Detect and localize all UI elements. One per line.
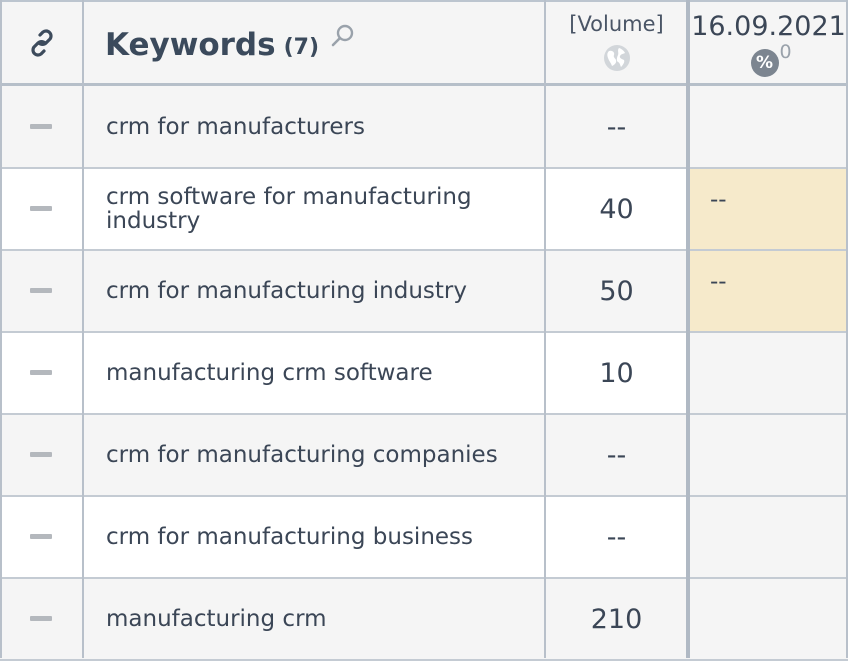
- percent-badge: % 0: [739, 41, 799, 77]
- keywords-title: Keywords: [105, 27, 276, 63]
- date-label: 16.09.2021: [691, 11, 846, 42]
- keyword-cell: manufacturing crm software: [106, 360, 433, 386]
- position-cell: [690, 497, 848, 577]
- table-row[interactable]: crm for manufacturing business --: [0, 497, 848, 579]
- volume-column-header[interactable]: [Volume]: [545, 2, 688, 88]
- keyword-cell: crm for manufacturing companies: [106, 442, 498, 468]
- table-row[interactable]: crm for manufacturing industry 50 --: [0, 251, 848, 333]
- remove-row-icon[interactable]: [30, 370, 52, 375]
- table-row[interactable]: crm for manufacturers --: [0, 87, 848, 169]
- position-cell: --: [690, 169, 848, 249]
- volume-cell: --: [606, 439, 627, 471]
- keywords-column-header[interactable]: Keywords (7): [83, 2, 545, 88]
- column-divider: [82, 0, 84, 658]
- remove-row-icon[interactable]: [30, 452, 52, 457]
- link-icon[interactable]: [27, 27, 57, 63]
- keyword-cell: manufacturing crm: [106, 606, 327, 632]
- position-cell: [690, 579, 848, 659]
- link-column-header[interactable]: [0, 2, 83, 88]
- volume-label: [Volume]: [569, 12, 664, 36]
- position-cell: [690, 87, 848, 167]
- column-divider: [846, 0, 848, 658]
- remove-row-icon[interactable]: [30, 288, 52, 293]
- keyword-cell: crm for manufacturing business: [106, 524, 474, 550]
- table-row[interactable]: crm software for manufacturing industry 4…: [0, 169, 848, 251]
- remove-row-icon[interactable]: [30, 534, 52, 539]
- keywords-count: (7): [283, 34, 319, 60]
- table-row[interactable]: crm for manufacturing companies --: [0, 415, 848, 497]
- percent-icon: %: [750, 49, 779, 77]
- column-divider: [544, 0, 546, 658]
- volume-cell: 210: [590, 603, 643, 635]
- volume-cell: --: [606, 521, 627, 553]
- table-header: Keywords (7) [Volume] 16.09.2021: [0, 0, 848, 86]
- position-cell: [690, 415, 848, 495]
- remove-row-icon[interactable]: [30, 206, 52, 211]
- volume-cell: 40: [599, 193, 634, 225]
- keyword-cell: crm for manufacturers: [106, 114, 365, 140]
- keyword-cell: crm software for manufacturing industry: [106, 184, 472, 234]
- column-divider: [0, 0, 2, 658]
- position-cell: --: [690, 251, 848, 331]
- date-column-header[interactable]: 16.09.2021 % 0: [689, 2, 848, 88]
- position-cell: [690, 333, 848, 413]
- volume-cell: 50: [599, 275, 634, 307]
- remove-row-icon[interactable]: [30, 616, 52, 621]
- remove-row-icon[interactable]: [30, 124, 52, 129]
- volume-cell: 10: [599, 357, 634, 389]
- globe-icon[interactable]: [603, 44, 631, 72]
- volume-cell: --: [606, 111, 627, 143]
- column-divider-strong: [686, 0, 690, 658]
- search-icon[interactable]: [329, 23, 355, 53]
- table-row[interactable]: manufacturing crm 210: [0, 579, 848, 661]
- keyword-cell: crm for manufacturing industry: [106, 278, 467, 304]
- table-row[interactable]: manufacturing crm software 10: [0, 333, 848, 415]
- percent-value: 0: [779, 41, 792, 63]
